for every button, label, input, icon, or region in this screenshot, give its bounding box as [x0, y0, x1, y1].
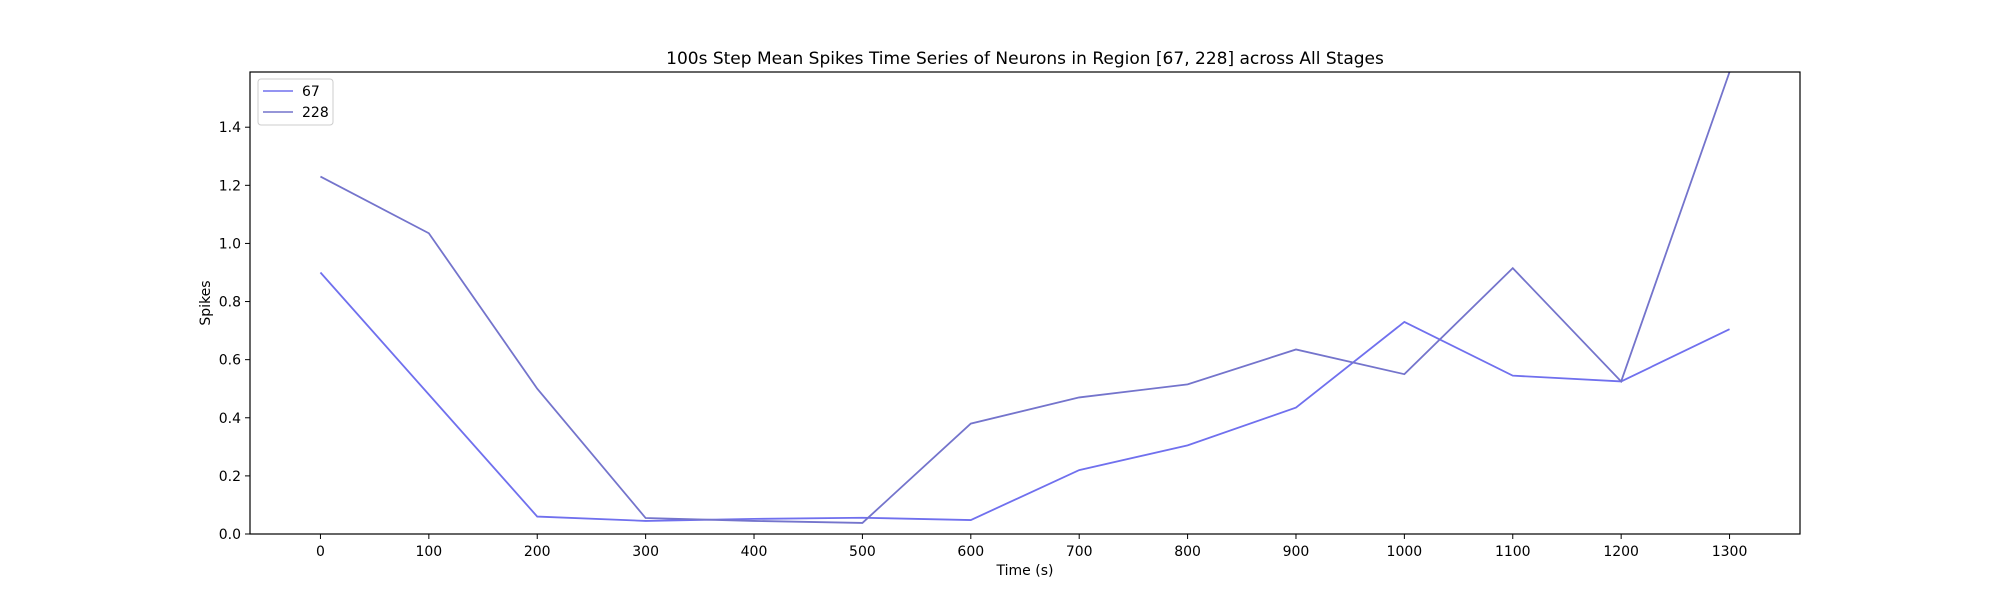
- x-axis-label: Time (s): [996, 563, 1054, 579]
- legend-label-1: 228: [302, 105, 329, 121]
- x-tick-label: 100: [415, 544, 442, 560]
- y-tick-label: 1.0: [219, 236, 241, 252]
- x-tick-label: 700: [1066, 544, 1093, 560]
- plot-frame: [249, 71, 1801, 535]
- series-line-228: [320, 72, 1731, 524]
- y-tick-label: 0.0: [219, 527, 241, 543]
- x-tick-label: 300: [632, 544, 659, 560]
- x-tick-label: 1100: [1495, 544, 1531, 560]
- y-tick-label: 0.4: [219, 411, 241, 427]
- x-tick-label: 400: [741, 544, 768, 560]
- y-tick-label: 0.6: [219, 353, 241, 369]
- legend-label-0: 67: [302, 84, 320, 100]
- legend: 67 228: [257, 78, 334, 126]
- x-tick-label: 1000: [1387, 544, 1423, 560]
- series-line-67: [319, 271, 1730, 522]
- y-tick-label: 1.4: [219, 120, 241, 136]
- x-tick-label: 0: [316, 544, 325, 560]
- y-tick-label: 1.2: [219, 178, 241, 194]
- x-tick-label: 800: [1174, 544, 1201, 560]
- x-tick-label: 900: [1283, 544, 1310, 560]
- x-tick-label: 200: [524, 544, 551, 560]
- series-layer: [319, 72, 1731, 524]
- x-tick-label: 600: [957, 544, 984, 560]
- y-axis: 0.0 0.2 0.4 0.6 0.8 1.0 1.2 1.4: [219, 120, 250, 543]
- y-axis-label: Spikes: [198, 280, 214, 325]
- x-tick-label: 500: [849, 544, 876, 560]
- x-tick-label: 1300: [1712, 544, 1748, 560]
- x-tick-label: 1200: [1603, 544, 1639, 560]
- chart-title: 100s Step Mean Spikes Time Series of Neu…: [666, 49, 1384, 69]
- y-tick-label: 0.8: [219, 295, 241, 311]
- x-axis: 0 100 200 300 400 500 600 700 800 900 1000 1100 1200…: [316, 534, 1747, 560]
- y-tick-label: 0.2: [219, 469, 241, 485]
